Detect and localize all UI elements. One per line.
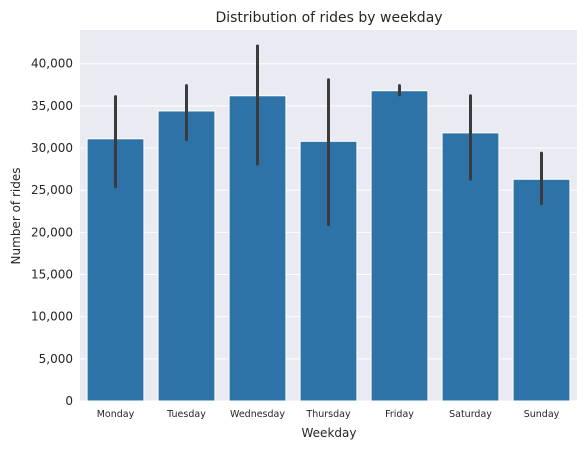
x-axis-ticks: Monday Tuesday Wednesday Thursday Friday Satu…	[97, 409, 560, 420]
chart-title: Distribution of rides by weekday	[215, 10, 442, 26]
y-axis-label: Number of rides	[9, 168, 23, 265]
y-tick-label: 0	[65, 394, 73, 408]
y-tick-label: 35,000	[31, 99, 73, 113]
x-tick-label: Tuesday	[166, 409, 206, 420]
y-tick-label: 15,000	[31, 268, 73, 282]
x-tick-label: Wednesday	[230, 409, 285, 420]
y-tick-label: 25,000	[31, 183, 73, 197]
x-tick-label: Friday	[385, 409, 414, 420]
bar-friday	[370, 90, 429, 402]
y-tick-label: 10,000	[31, 310, 73, 324]
x-tick-label: Monday	[97, 409, 135, 420]
error-bars	[114, 44, 543, 227]
y-axis-ticks: 0 5,000 10,000 15,000 20,000 25,000 30,000 35,0…	[31, 57, 73, 408]
x-axis-label: Weekday	[302, 426, 357, 440]
y-tick-label: 5,000	[39, 352, 73, 366]
y-tick-label: 40,000	[31, 57, 73, 71]
y-tick-label: 20,000	[31, 225, 73, 239]
x-tick-label: Sunday	[524, 409, 560, 420]
y-tick-label: 30,000	[31, 141, 73, 155]
x-tick-label: Saturday	[449, 409, 492, 420]
bar-tuesday	[157, 110, 216, 402]
bar-sunday	[512, 178, 571, 402]
x-tick-label: Thursday	[305, 409, 351, 420]
